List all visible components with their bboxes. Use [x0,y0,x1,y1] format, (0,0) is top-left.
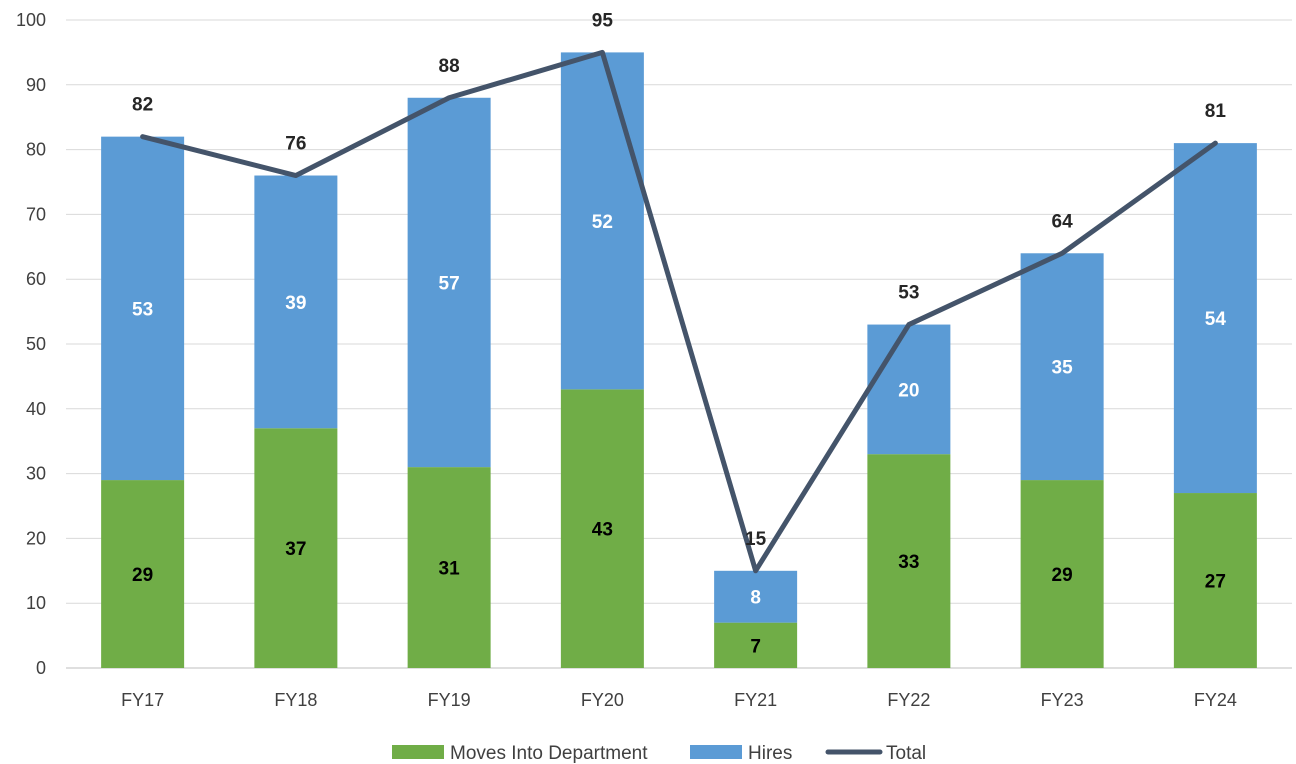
x-axis: FY17 FY18 FY19 FY20 FY21 FY22 FY23 FY24 [121,690,1237,710]
y-tick-label: 70 [26,204,46,224]
y-tick-label: 30 [26,464,46,484]
data-label-moves: 7 [750,636,761,657]
total-line-path [140,49,1218,574]
bar-hires [714,570,798,623]
legend: Moves Into Department Hires Total [392,743,926,764]
data-labels: 29 53 37 39 31 57 43 52 7 8 33 20 29 35 27 54 82 76 88 95 15… [132,10,1226,657]
bars [101,52,1257,668]
data-label-hires: 20 [898,380,919,401]
y-tick-label: 10 [26,593,46,613]
data-label-total: 76 [285,134,306,155]
bar-hires [254,175,338,429]
total-line [140,49,1218,574]
legend-label-moves-into-department: Moves Into Department [450,743,648,764]
data-label-total: 81 [1205,101,1227,122]
legend-swatch-moves-into-department [392,745,444,759]
data-label-moves: 33 [898,552,919,573]
data-label-total: 15 [745,529,767,550]
data-label-moves: 27 [1205,572,1226,593]
x-tick-label: FY17 [121,690,164,710]
x-tick-label: FY24 [1194,690,1237,710]
data-label-total: 82 [132,95,153,116]
legend-label-hires: Hires [748,743,792,764]
data-label-moves: 37 [285,539,306,560]
y-tick-label: 20 [26,528,46,548]
gridlines [66,19,1292,669]
y-tick-label: 80 [26,140,46,160]
bar-moves-into-department [867,454,951,668]
y-tick-label: 100 [16,10,46,30]
bar-moves-into-department [1020,480,1104,668]
legend-swatch-hires [690,745,742,759]
legend-label-total: Total [886,743,926,764]
y-tick-label: 90 [26,75,46,95]
data-label-hires: 57 [439,273,460,294]
bar-moves-into-department [407,467,491,668]
x-tick-label: FY19 [428,690,471,710]
bar-hires [1020,253,1104,481]
data-label-hires: 53 [132,299,153,320]
data-label-hires: 35 [1052,358,1074,379]
data-label-moves: 31 [439,559,461,580]
bar-hires [560,52,644,390]
x-tick-label: FY21 [734,690,777,710]
data-label-total: 95 [592,10,614,31]
bar-hires [101,136,185,481]
y-tick-label: 40 [26,399,46,419]
bar-moves-into-department [101,480,185,668]
bar-moves-into-department [560,389,644,668]
y-tick-label: 0 [36,658,46,678]
data-label-hires: 52 [592,212,613,233]
bar-hires [1173,143,1257,494]
data-label-moves: 43 [592,520,613,541]
data-label-hires: 8 [750,588,761,609]
data-label-total: 53 [898,283,919,304]
x-tick-label: FY22 [887,690,930,710]
y-axis: 0 10 20 30 40 50 60 70 80 90 100 [16,10,46,678]
y-tick-label: 60 [26,269,46,289]
x-tick-label: FY18 [274,690,317,710]
x-tick-label: FY20 [581,690,624,710]
bar-moves-into-department [714,622,798,668]
bar-moves-into-department [254,428,338,668]
data-label-hires: 54 [1205,309,1227,330]
bar-hires [407,97,491,468]
data-label-total: 64 [1052,211,1074,232]
data-label-moves: 29 [1052,565,1073,586]
data-label-moves: 29 [132,565,153,586]
data-label-total: 88 [439,56,460,77]
y-tick-label: 50 [26,334,46,354]
data-label-hires: 39 [285,293,306,314]
bar-moves-into-department [1173,493,1257,668]
x-tick-label: FY23 [1041,690,1084,710]
bar-hires [867,324,951,455]
